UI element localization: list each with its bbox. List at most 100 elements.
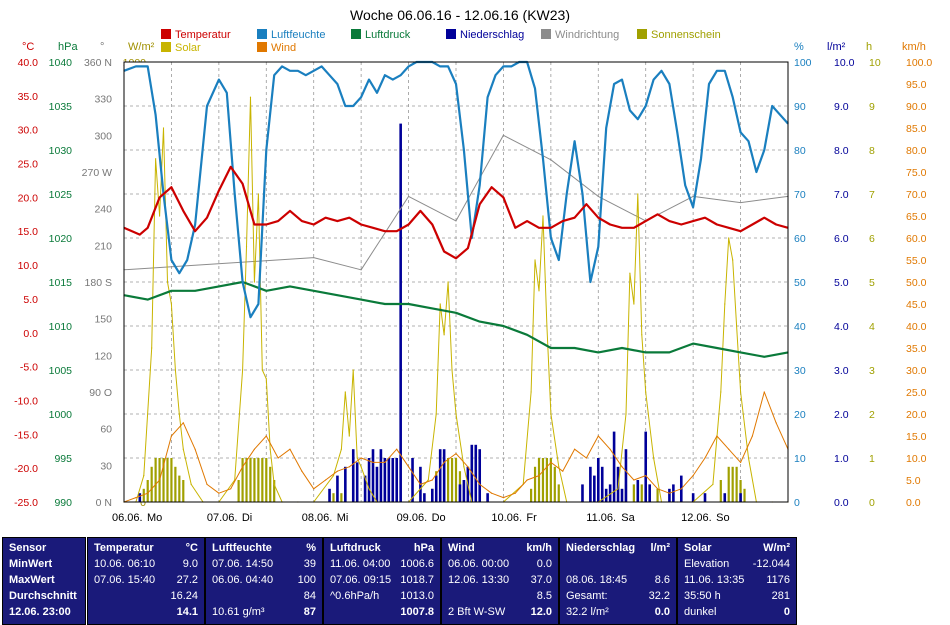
point-hum-43 bbox=[479, 184, 481, 186]
point-hum-39 bbox=[447, 65, 449, 67]
axis-rain-tick-2: 8.0 bbox=[834, 145, 849, 157]
bar-rain-2 bbox=[336, 475, 339, 502]
point-hum-73 bbox=[716, 70, 718, 72]
sensor-label-max: MaxWert bbox=[9, 574, 55, 586]
point-hum-66 bbox=[660, 70, 663, 72]
axis-sun-tick-2: 8 bbox=[869, 145, 875, 157]
axis-dir-tick-7: 150 bbox=[94, 314, 112, 326]
axis-rain-tick-9: 1.0 bbox=[834, 453, 849, 465]
point-temp-34 bbox=[526, 220, 528, 222]
axis-dir-tick-8: 120 bbox=[94, 350, 112, 362]
point-solar-23 bbox=[269, 448, 271, 450]
point-solar-43 bbox=[447, 281, 449, 283]
point-hum-25 bbox=[336, 83, 339, 85]
bar-sun-19 bbox=[269, 466, 272, 502]
point-hum-23 bbox=[321, 65, 323, 67]
axis-hum-tick-0: 100 bbox=[794, 57, 812, 69]
bar-sun-9 bbox=[178, 475, 181, 502]
bar-rain-50 bbox=[739, 493, 742, 502]
point-hum-10 bbox=[218, 79, 220, 81]
point-temp-50 bbox=[716, 223, 718, 226]
point-wind-21 bbox=[372, 461, 374, 463]
point-temp-40 bbox=[597, 217, 599, 219]
point-temp-9 bbox=[230, 166, 232, 168]
axis-sun-tick-3: 7 bbox=[869, 189, 875, 201]
point-hum-13 bbox=[241, 281, 244, 283]
point-temp-55 bbox=[775, 223, 777, 226]
bar-rain-31 bbox=[589, 466, 592, 502]
axis-hum-tick-2: 80 bbox=[794, 145, 806, 157]
axis-wind-tick-6: 70.0 bbox=[906, 189, 927, 201]
point-solar-10 bbox=[178, 413, 180, 415]
bar-rain-19 bbox=[430, 488, 434, 502]
point-press-10 bbox=[360, 299, 362, 301]
point-temp-48 bbox=[692, 220, 694, 222]
point-solar-19 bbox=[253, 281, 256, 283]
bar-sun-0 bbox=[142, 488, 145, 502]
point-hum-20 bbox=[297, 70, 299, 72]
point-hum-52 bbox=[550, 237, 552, 239]
bar-rain-8 bbox=[371, 449, 375, 502]
bar-sun-15 bbox=[253, 458, 256, 502]
point-solar-61 bbox=[617, 488, 619, 490]
point-hum-8 bbox=[194, 224, 196, 226]
point-solar-35 bbox=[368, 488, 370, 490]
bar-sun-10 bbox=[182, 480, 185, 502]
bar-rain-49 bbox=[723, 493, 727, 502]
axis-dir-tick-2: 300 bbox=[94, 130, 112, 142]
axis-sun-tick-4: 6 bbox=[869, 233, 875, 245]
axis-sun-tick-10: 0 bbox=[869, 497, 875, 509]
bar-rain-39 bbox=[620, 488, 624, 502]
point-temp-14 bbox=[289, 210, 291, 212]
bar-sun-2 bbox=[150, 466, 153, 502]
point-temp-46 bbox=[668, 220, 671, 222]
axis-dir-tick-10: 60 bbox=[100, 424, 112, 436]
point-wind-38 bbox=[573, 448, 576, 450]
point-dir-2 bbox=[360, 269, 362, 271]
axis-dir-tick-6: 180 S bbox=[85, 277, 112, 289]
axis-hum-tick-3: 70 bbox=[794, 189, 806, 201]
point-hum-1 bbox=[135, 65, 137, 67]
point-press-22 bbox=[645, 351, 647, 353]
point-solar-39 bbox=[427, 479, 429, 481]
point-temp-52 bbox=[739, 230, 742, 232]
axis-temp-tick-2: 30.0 bbox=[18, 125, 39, 137]
bar-sun-38 bbox=[549, 458, 552, 502]
point-hum-53 bbox=[558, 259, 560, 261]
axis-rain-tick-10: 0.0 bbox=[834, 497, 849, 509]
point-solar-65 bbox=[637, 193, 639, 195]
wind-max-value: 37.0 bbox=[530, 574, 552, 586]
axis-press-tick-9: 995 bbox=[54, 453, 72, 465]
point-wind-17 bbox=[324, 479, 327, 481]
point-solar-67 bbox=[645, 391, 647, 393]
humidity-panel: Luftfeuchte% 07.06. 14:50 39 06.06. 04:40… bbox=[205, 537, 323, 625]
axis-temp-unit: °C bbox=[22, 41, 34, 53]
point-temp-7 bbox=[206, 217, 208, 219]
wind-beaufort: 2 Bft W-SW bbox=[448, 606, 506, 618]
axis-wind-tick-9: 55.0 bbox=[906, 255, 927, 267]
bar-rain-5 bbox=[355, 462, 359, 502]
point-wind-20 bbox=[360, 457, 362, 459]
axis-rain-tick-3: 7.0 bbox=[834, 189, 849, 201]
bar-sun-43 bbox=[640, 484, 643, 502]
point-solar-9 bbox=[174, 369, 176, 371]
x-label-date-0: 06.06. bbox=[112, 512, 143, 524]
bar-rain-40 bbox=[624, 449, 628, 502]
point-solar-77 bbox=[736, 325, 738, 327]
point-wind-33 bbox=[514, 492, 516, 494]
point-hum-44 bbox=[487, 96, 489, 98]
axis-rain-tick-4: 6.0 bbox=[834, 233, 849, 245]
humidity-avg-value: 84 bbox=[303, 590, 316, 602]
axis-wind-tick-16: 20.0 bbox=[906, 409, 927, 421]
point-dir-10 bbox=[739, 201, 742, 204]
solar-state: dunkel bbox=[684, 606, 717, 618]
axis-dir-unit: ° bbox=[100, 41, 104, 53]
bar-sun-34 bbox=[533, 466, 537, 502]
x-label-date-6: 12.06. bbox=[681, 512, 712, 524]
point-solar-4 bbox=[155, 158, 157, 160]
point-hum-5 bbox=[170, 259, 173, 261]
point-temp-23 bbox=[396, 230, 398, 232]
point-solar-8 bbox=[170, 303, 173, 305]
bar-sun-18 bbox=[265, 458, 268, 502]
point-temp-43 bbox=[633, 227, 635, 229]
